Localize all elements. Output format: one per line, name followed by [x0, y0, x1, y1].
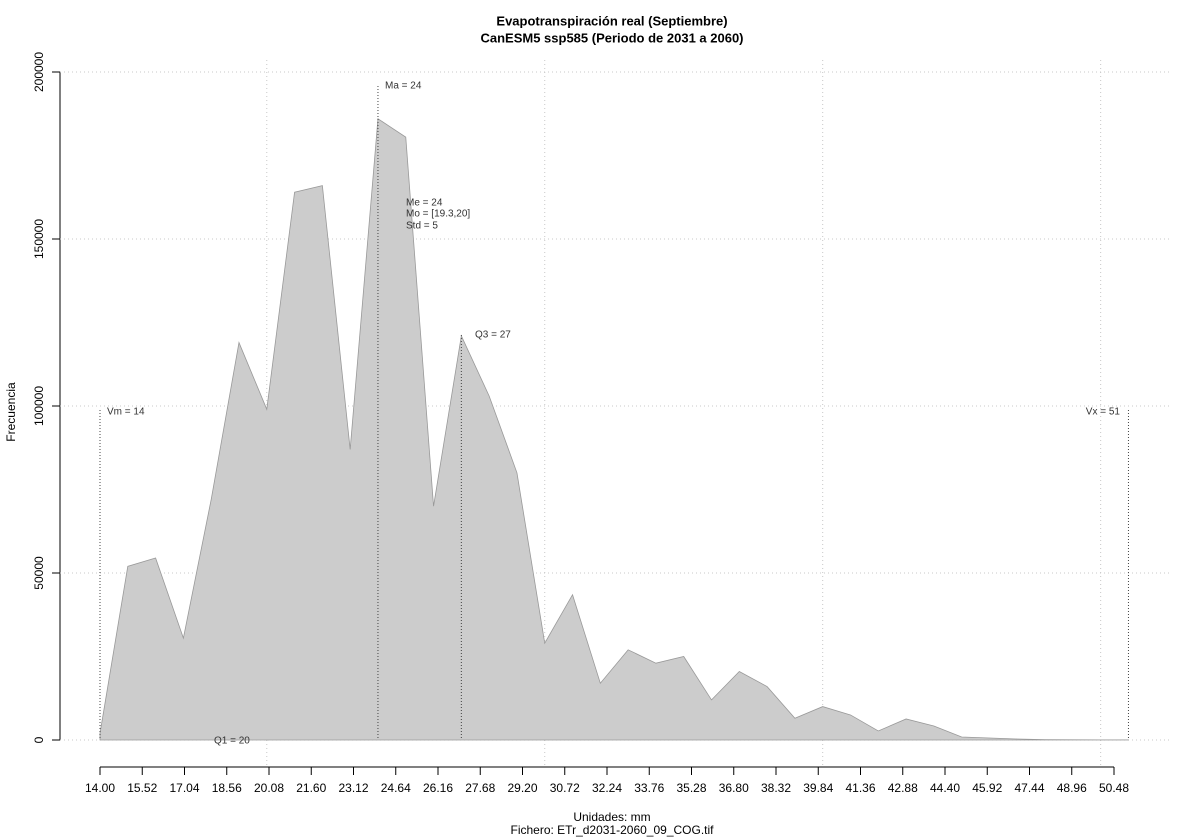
annotation: Mo = [19.3,20]: [406, 209, 470, 220]
x-tick-label: 50.48: [1099, 781, 1129, 795]
annotation: Q1 = 20: [214, 736, 250, 747]
y-tick-label: 150000: [32, 219, 46, 259]
annotation: Ma = 24: [385, 81, 422, 92]
annotation: Std = 5: [406, 221, 438, 232]
x-tick-label: 33.76: [634, 781, 664, 795]
x-tick-label: 47.44: [1014, 781, 1044, 795]
x-tick-label: 15.52: [127, 781, 157, 795]
x-tick-label: 38.32: [761, 781, 791, 795]
x-tick-label: 14.00: [85, 781, 115, 795]
x-tick-label: 23.12: [338, 781, 368, 795]
x-tick-label: 41.36: [845, 781, 875, 795]
x-tick-label: 27.68: [465, 781, 495, 795]
x-axis-label: Unidades: mm: [573, 810, 650, 824]
y-axis-label: Frecuencia: [4, 382, 18, 442]
x-tick-label: 36.80: [719, 781, 749, 795]
x-tick-label: 35.28: [676, 781, 706, 795]
x-tick-label: 32.24: [592, 781, 622, 795]
annotation: Q3 = 27: [475, 330, 511, 341]
x-tick-label: 26.16: [423, 781, 453, 795]
x-tick-label: 39.84: [803, 781, 833, 795]
y-tick-label: 100000: [32, 386, 46, 426]
x-tick-label: 20.08: [254, 781, 284, 795]
x-tick-label: 44.40: [930, 781, 960, 795]
area: [99, 118, 1129, 741]
x-tick-label: 18.56: [212, 781, 242, 795]
caption: Fichero: ETr_d2031-2060_09_COG.tif: [511, 823, 715, 837]
x-tick-label: 21.60: [296, 781, 326, 795]
x-tick-label: 48.96: [1057, 781, 1087, 795]
y-tick-label: 0: [32, 736, 46, 743]
x-tick-label: 30.72: [550, 781, 580, 795]
y-tick-label: 200000: [32, 52, 46, 92]
annotation: Vm = 14: [107, 407, 145, 418]
annotation: Vx = 51: [1086, 407, 1121, 418]
x-tick-label: 42.88: [888, 781, 918, 795]
x-tick-label: 29.20: [507, 781, 537, 795]
x-tick-label: 17.04: [169, 781, 199, 795]
x-tick-label: 45.92: [972, 781, 1002, 795]
annotation: Me = 24: [406, 198, 443, 209]
x-tick-label: 24.64: [381, 781, 411, 795]
chart-title: Evapotranspiración real (Septiembre): [496, 13, 727, 28]
chart-subtitle: CanESM5 ssp585 (Periodo de 2031 a 2060): [480, 30, 743, 45]
y-tick-label: 50000: [32, 556, 46, 590]
